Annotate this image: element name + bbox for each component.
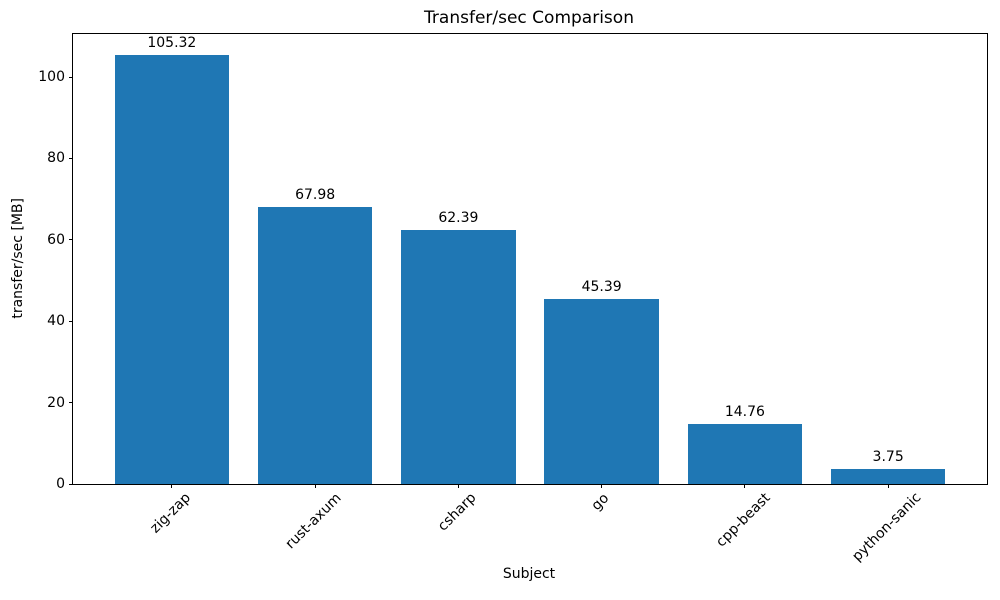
y-tick-label: 0 (56, 476, 65, 492)
bar-value-label: 62.39 (438, 210, 479, 227)
y-tick-mark (69, 402, 73, 404)
bar-zig-zap (114, 55, 230, 484)
y-tick-label: 60 (47, 231, 65, 248)
bar-go (544, 299, 659, 484)
y-tick-mark (69, 76, 73, 78)
x-tick-label: go (588, 489, 613, 514)
plot-area: 105.32 zig-zap 67.98 rust-axum 62.39 csharp 45… (38, 33, 988, 565)
bar-rust-axum (257, 207, 373, 484)
x-tick-label: rust-axum (282, 489, 345, 553)
y-tick-mark (69, 157, 73, 159)
x-tick-label: cpp-beast (713, 489, 774, 551)
y-tick-mark (69, 320, 73, 322)
bar-value-label: 14.76 (724, 403, 765, 420)
y-tick-mark (69, 483, 73, 485)
bar-python-sanic (830, 468, 946, 484)
y-tick-label: 20 (47, 394, 65, 411)
y-tick-label: 100 (38, 69, 65, 86)
y-tick-mark (69, 239, 73, 241)
x-tick-mark (744, 484, 746, 488)
bar-value-label: 45.39 (581, 279, 622, 296)
bar-csharp (401, 230, 516, 484)
x-tick-mark (601, 484, 603, 488)
bar-value-label: 3.75 (872, 448, 904, 465)
x-tick-mark (171, 484, 173, 488)
x-tick-label: csharp (434, 489, 480, 535)
x-tick-mark (457, 484, 459, 488)
bar-value-label: 105.32 (147, 35, 197, 52)
x-tick-mark (887, 484, 889, 488)
x-tick-label: python-sanic (849, 489, 925, 566)
x-axis-label: Subject (502, 566, 556, 582)
y-axis-label-wrap: transfer/sec [MB] (10, 33, 26, 483)
y-axis-label: transfer/sec [MB] (10, 197, 26, 319)
y-tick-label: 40 (47, 313, 65, 330)
x-tick-label: zig-zap (147, 489, 194, 537)
x-tick-mark (314, 484, 316, 488)
chart-title: Transfer/sec Comparison (424, 8, 634, 28)
y-tick-label: 80 (47, 150, 65, 167)
bar-value-label: 67.98 (295, 187, 336, 204)
bar-cpp-beast (687, 423, 803, 484)
